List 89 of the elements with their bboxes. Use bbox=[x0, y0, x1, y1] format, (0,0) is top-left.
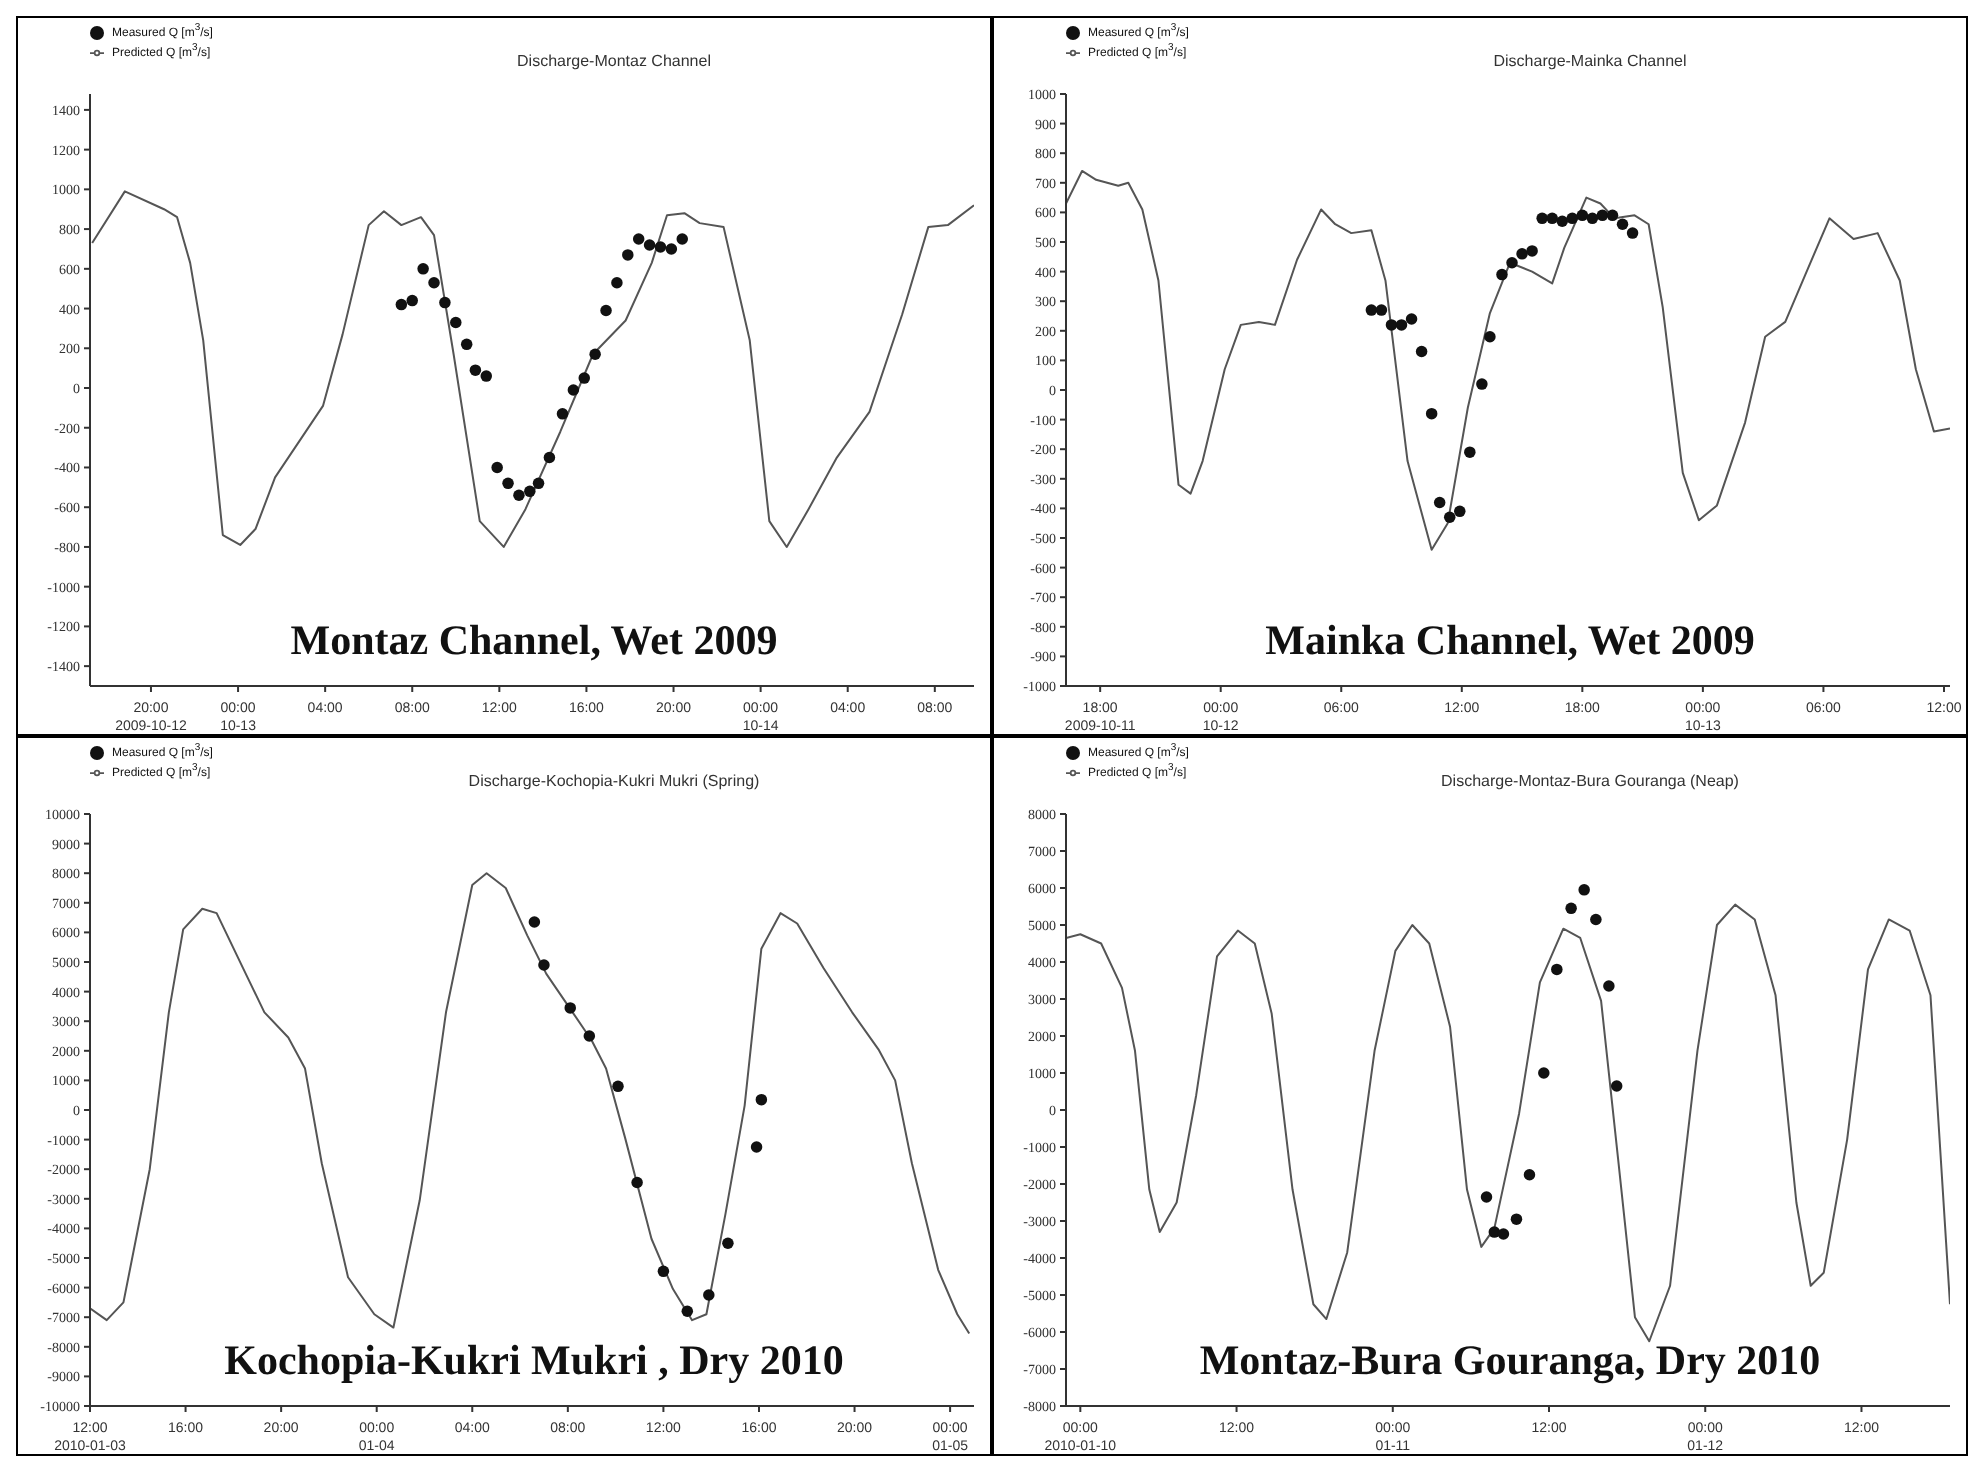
point bbox=[643, 239, 656, 251]
point bbox=[632, 233, 645, 245]
point bbox=[1496, 268, 1508, 281]
point bbox=[1375, 304, 1388, 316]
point bbox=[1603, 980, 1615, 992]
point bbox=[1433, 496, 1446, 509]
point bbox=[395, 298, 408, 311]
point bbox=[1510, 1213, 1523, 1225]
point bbox=[460, 338, 473, 351]
chart-title: Discharge-Montaz Channel bbox=[515, 52, 713, 70]
point bbox=[1610, 1080, 1623, 1092]
point bbox=[491, 461, 503, 474]
point bbox=[1365, 304, 1378, 316]
point bbox=[1565, 902, 1577, 915]
point bbox=[1526, 245, 1538, 257]
point bbox=[1596, 209, 1609, 222]
point bbox=[428, 276, 440, 289]
point bbox=[567, 384, 580, 396]
point bbox=[538, 959, 550, 971]
point bbox=[631, 1176, 643, 1189]
point bbox=[1626, 227, 1639, 239]
line-series bbox=[91, 190, 974, 548]
point bbox=[532, 477, 545, 490]
point bbox=[755, 1093, 768, 1106]
point bbox=[1425, 407, 1438, 420]
point bbox=[1484, 330, 1496, 343]
point bbox=[543, 451, 556, 464]
point bbox=[681, 1305, 694, 1318]
point bbox=[1578, 884, 1590, 896]
point bbox=[469, 364, 482, 376]
line-series bbox=[90, 872, 971, 1335]
point bbox=[1497, 1228, 1510, 1240]
point bbox=[1536, 212, 1548, 225]
point bbox=[654, 241, 667, 253]
point bbox=[583, 1030, 596, 1042]
chart-title: Discharge-Mainka Channel bbox=[1491, 52, 1689, 70]
point bbox=[1464, 446, 1476, 458]
point bbox=[611, 276, 623, 289]
chart-title: Discharge-Kochopia-Kukri Mukri (Spring) bbox=[466, 772, 762, 790]
point bbox=[1506, 256, 1518, 269]
point bbox=[450, 316, 462, 329]
point bbox=[589, 348, 601, 360]
line-series bbox=[1066, 169, 1950, 551]
annotation: Kochopia-Kukri Mukri , Dry 2010 bbox=[222, 1336, 846, 1386]
point bbox=[622, 249, 634, 261]
point bbox=[480, 370, 493, 382]
point bbox=[502, 477, 514, 490]
point bbox=[1476, 378, 1488, 390]
point bbox=[722, 1237, 734, 1249]
point bbox=[1576, 209, 1589, 222]
point bbox=[676, 233, 688, 245]
annotation: Montaz Channel, Wet 2009 bbox=[288, 616, 780, 666]
point bbox=[1616, 218, 1629, 230]
point bbox=[1480, 1191, 1493, 1203]
point bbox=[513, 489, 525, 502]
point bbox=[703, 1289, 715, 1301]
point bbox=[665, 243, 678, 255]
point bbox=[417, 263, 429, 275]
point bbox=[1415, 345, 1428, 358]
point bbox=[1546, 212, 1558, 225]
point bbox=[578, 372, 591, 384]
point bbox=[1556, 215, 1568, 228]
point bbox=[1443, 511, 1456, 524]
point bbox=[1395, 319, 1408, 331]
point bbox=[1590, 913, 1602, 926]
point bbox=[564, 1002, 576, 1014]
annotation: Montaz-Bura Gouranga, Dry 2010 bbox=[1197, 1336, 1823, 1386]
point bbox=[1551, 963, 1563, 976]
point bbox=[612, 1080, 624, 1093]
point bbox=[1516, 248, 1528, 260]
point bbox=[1405, 313, 1418, 325]
point bbox=[1606, 209, 1619, 222]
annotation: Mainka Channel, Wet 2009 bbox=[1263, 616, 1757, 666]
point bbox=[600, 304, 612, 317]
chart-title: Discharge-Montaz-Bura Gouranga (Neap) bbox=[1439, 772, 1741, 790]
point bbox=[524, 485, 536, 498]
point bbox=[556, 408, 569, 420]
point bbox=[1385, 319, 1398, 331]
point bbox=[1538, 1067, 1550, 1079]
point bbox=[657, 1265, 670, 1278]
point bbox=[439, 296, 451, 309]
point bbox=[406, 294, 418, 307]
point bbox=[1523, 1169, 1536, 1181]
point bbox=[750, 1141, 763, 1153]
point bbox=[1586, 212, 1599, 225]
line-series bbox=[1066, 903, 1950, 1343]
point bbox=[1454, 505, 1466, 518]
point bbox=[528, 916, 541, 928]
point bbox=[1566, 212, 1579, 225]
